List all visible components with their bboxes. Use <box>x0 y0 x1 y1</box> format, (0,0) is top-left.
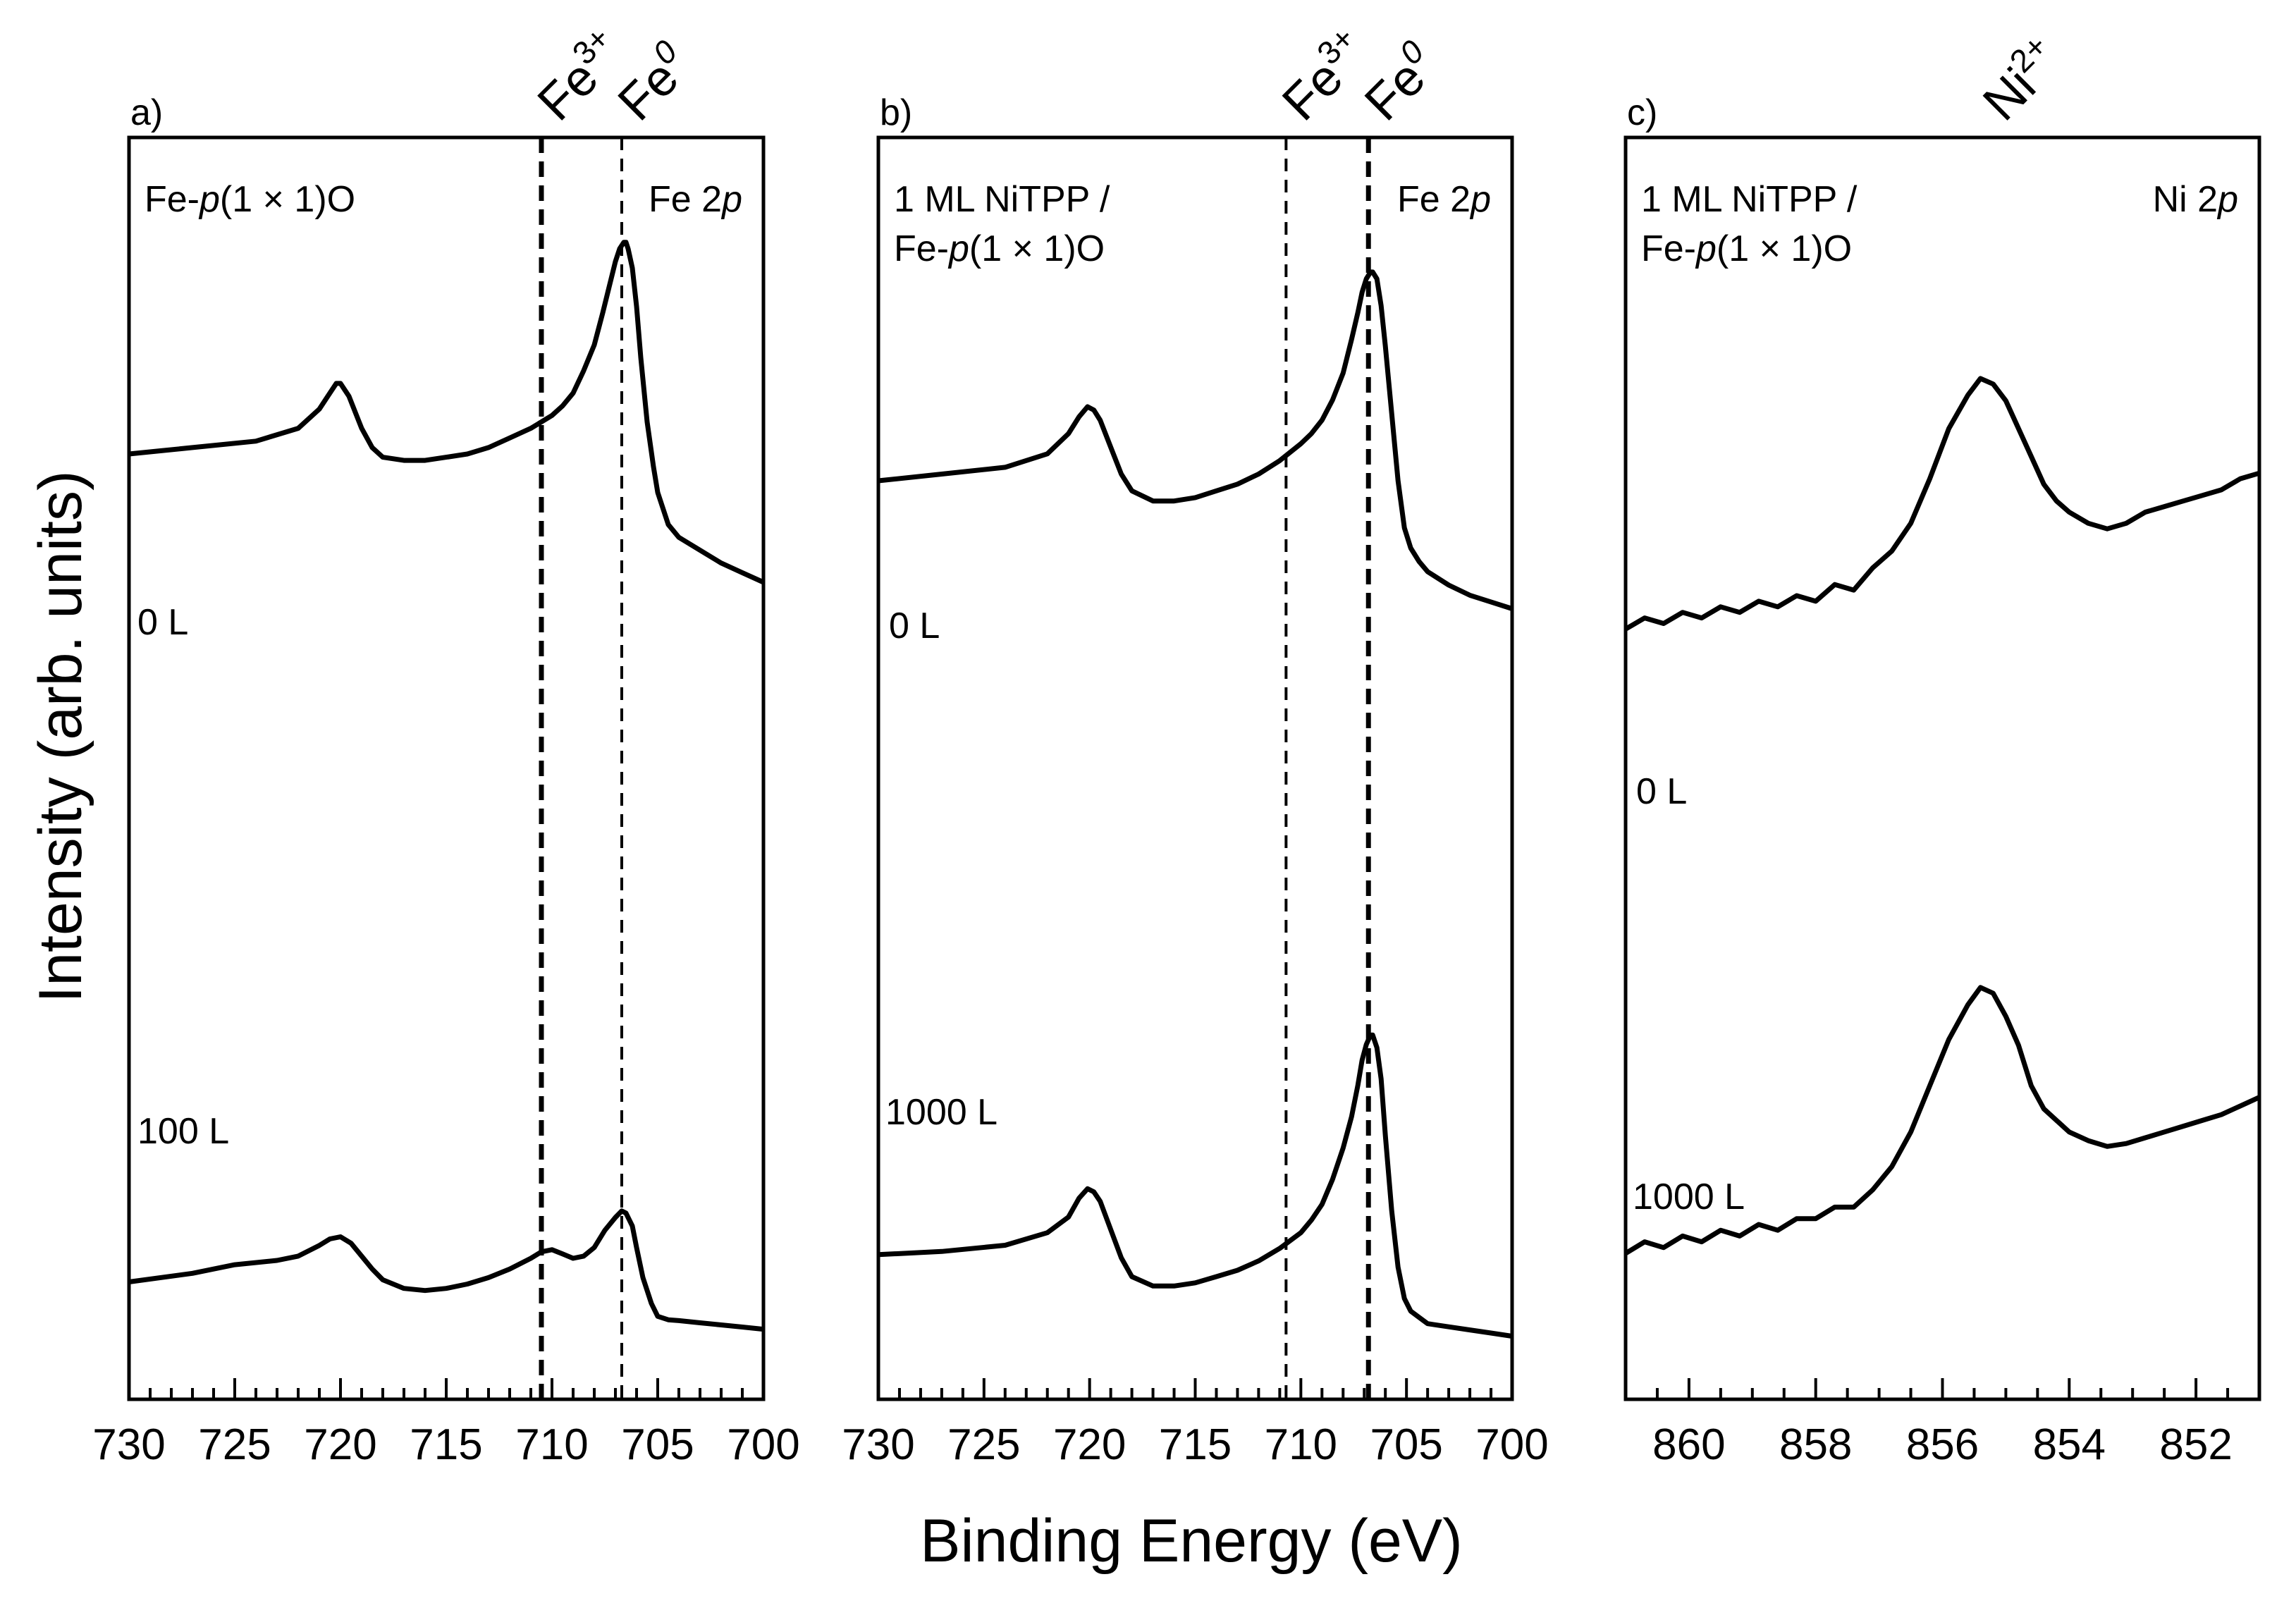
series-label-1000l: 1000 L <box>1633 1177 1745 1217</box>
x-tick-label: 860 <box>1652 1420 1725 1469</box>
series-label-0l: 0 L <box>889 606 940 646</box>
series-label-1000l: 1000 L <box>885 1092 997 1133</box>
panel-a: Fe3+Fe0 0 L 100 L 730 725 720 715 710 705 700 a) Fe… <box>92 20 799 1469</box>
x-tick-label: 720 <box>1053 1420 1126 1469</box>
x-tick-label: 710 <box>515 1420 588 1469</box>
x-tick-label: 730 <box>92 1420 165 1469</box>
x-tick-label: 715 <box>1159 1420 1232 1469</box>
panel-b: Fe3+Fe0 0 L 1000 L 730 725 720 715 710 705 700 b) 1… <box>842 20 1548 1469</box>
series-line-0l <box>1624 376 2260 632</box>
series-line-0l <box>128 240 765 585</box>
x-tick-label: 710 <box>1265 1420 1337 1469</box>
x-tick-label: 700 <box>727 1420 799 1469</box>
x-tick-label: 730 <box>842 1420 914 1469</box>
y-axis-label: Intensity (arb. units) <box>27 470 94 1002</box>
region-label: Ni 2p <box>2153 179 2238 220</box>
sample-label-line1: 1 ML NiTPP / <box>894 179 1110 220</box>
region-label: Fe 2p <box>649 179 742 220</box>
sample-label-line2: Fe-p(1 × 1)O <box>1641 228 1852 269</box>
panel-label: a) <box>130 92 163 133</box>
plot-frame <box>876 135 1514 1401</box>
series-label-0l: 0 L <box>1636 771 1687 812</box>
x-tick-label: 725 <box>198 1420 271 1469</box>
sample-label: Fe-p(1 × 1)O <box>145 179 355 220</box>
panel-label: b) <box>880 92 912 133</box>
panel-c: Ni2+ 0 L 1000 L 860 858 856 854 852 c) 1 ML NiTPP… <box>1623 27 2261 1469</box>
series-line-100l <box>128 1208 764 1332</box>
x-tick-label: 725 <box>947 1420 1020 1469</box>
x-axis-label: Binding Energy (eV) <box>920 1507 1463 1575</box>
reference-label-fe0: Fe0 <box>1350 32 1449 131</box>
x-tick-label: 705 <box>1370 1420 1442 1469</box>
sample-label-line1: 1 ML NiTPP / <box>1641 179 1858 220</box>
reference-label-fe0: Fe0 <box>603 32 702 131</box>
plot-frame <box>127 135 766 1401</box>
x-tick-label: 854 <box>2033 1420 2106 1469</box>
x-tick-label: 715 <box>410 1420 482 1469</box>
reference-label-fe3plus: Fe3+ <box>1267 20 1380 132</box>
series-line-1000l <box>1624 985 2261 1255</box>
series-line-0l <box>878 269 1514 611</box>
x-tick-label: 705 <box>621 1420 694 1469</box>
series-label-0l: 0 L <box>137 602 188 643</box>
x-tick-label: 700 <box>1475 1420 1548 1469</box>
x-tick-label: 852 <box>2159 1420 2232 1469</box>
reference-label-ni2plus: Ni2+ <box>1969 27 2073 131</box>
series-line-1000l <box>878 1032 1513 1339</box>
panel-label: c) <box>1627 92 1657 133</box>
series-label-100l: 100 L <box>137 1111 229 1152</box>
x-tick-label: 856 <box>1906 1420 1979 1469</box>
region-label: Fe 2p <box>1397 179 1491 220</box>
reference-label-fe3plus: Fe3+ <box>523 20 635 132</box>
x-tick-label: 858 <box>1779 1420 1852 1469</box>
sample-label-line2: Fe-p(1 × 1)O <box>894 228 1105 269</box>
x-tick-label: 720 <box>304 1420 376 1469</box>
